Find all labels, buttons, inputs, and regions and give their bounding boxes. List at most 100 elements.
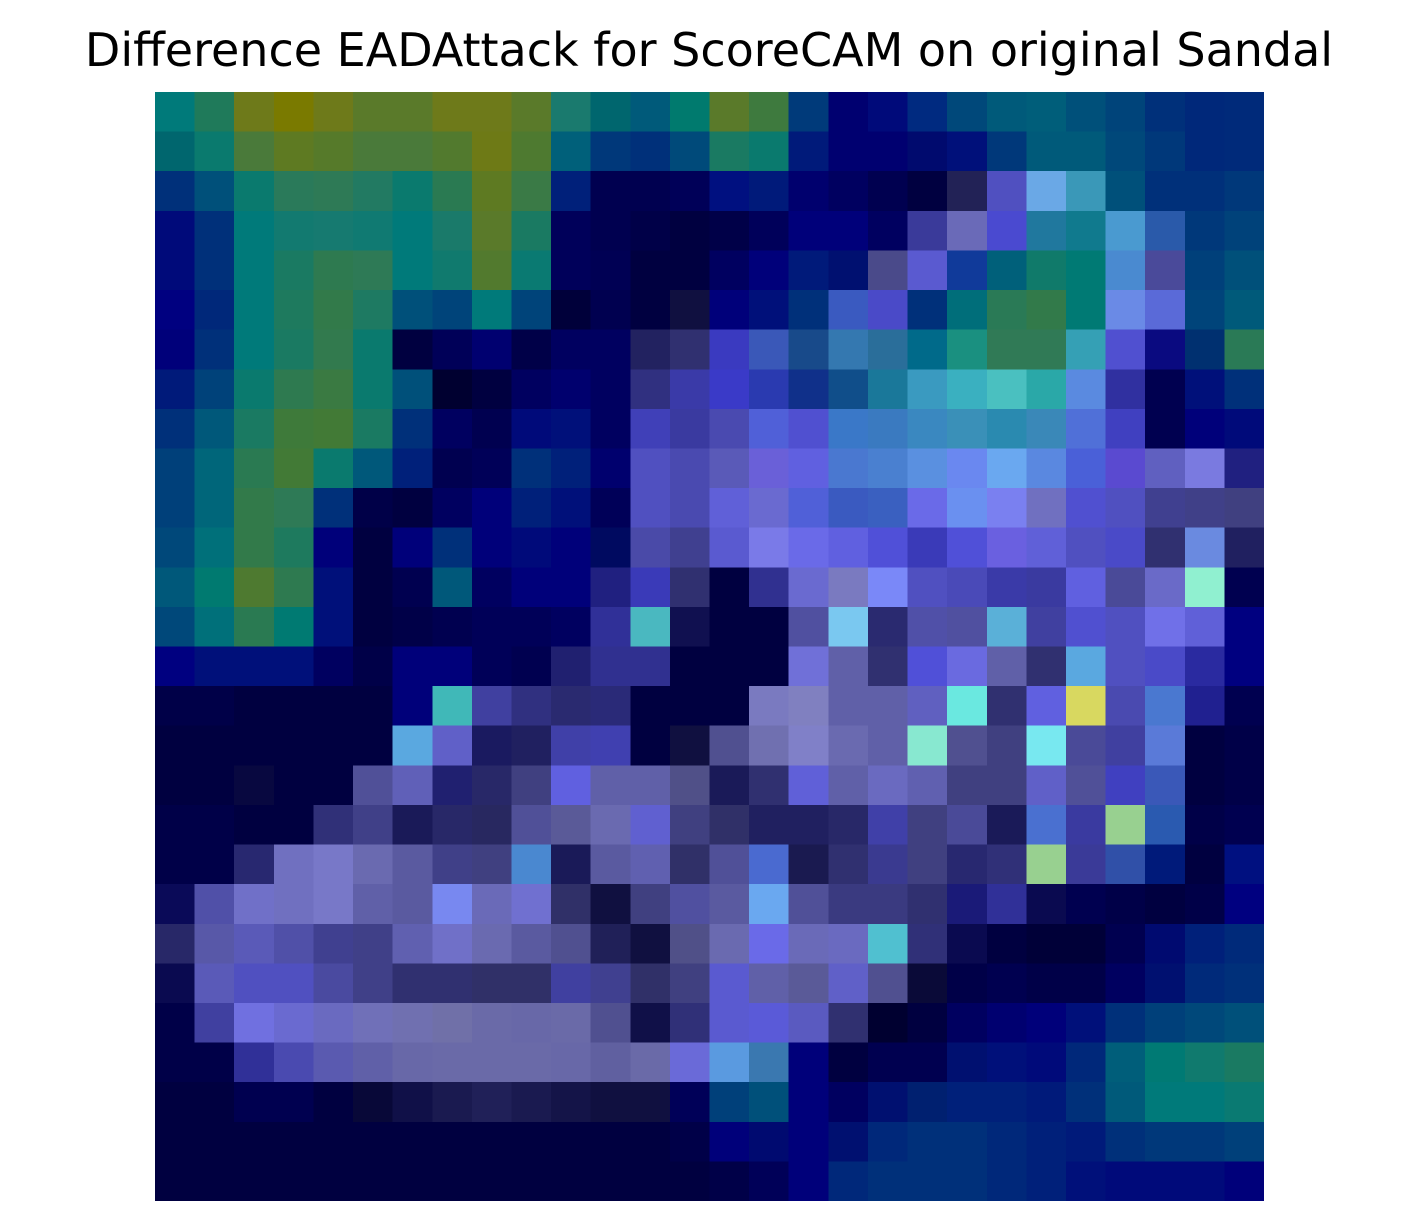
heatmap-cell	[749, 408, 790, 450]
heatmap-cell	[590, 1121, 632, 1163]
heatmap-cell	[749, 606, 790, 648]
heatmap-cell	[867, 567, 909, 608]
heatmap-cell	[947, 329, 988, 371]
heatmap-cell	[590, 92, 632, 133]
heatmap-cell	[590, 408, 632, 450]
heatmap-cell	[273, 210, 315, 252]
heatmap-cell	[630, 210, 671, 252]
heatmap-cell	[1105, 844, 1146, 885]
heatmap-cell	[669, 923, 711, 965]
heatmap-cell	[828, 1161, 869, 1201]
heatmap-cell	[947, 290, 988, 331]
heatmap-cell	[907, 567, 948, 608]
heatmap-cell	[511, 369, 552, 410]
heatmap-cell	[1026, 1161, 1067, 1201]
heatmap-cell	[1224, 290, 1264, 331]
heatmap-cell	[392, 686, 434, 727]
heatmap-cell	[630, 923, 671, 965]
heatmap-cell	[471, 844, 513, 885]
heatmap-cell	[709, 923, 750, 965]
heatmap-cell	[392, 606, 434, 648]
heatmap-cell	[749, 1042, 790, 1083]
heatmap-cell	[867, 250, 909, 291]
heatmap-cell	[709, 369, 750, 410]
heatmap-cell	[828, 210, 869, 252]
heatmap-cell	[1105, 646, 1146, 687]
heatmap-cell	[155, 765, 196, 806]
heatmap-cell	[313, 131, 354, 173]
heatmap-cell	[155, 1002, 196, 1044]
heatmap-cell	[828, 171, 869, 212]
heatmap-cell	[1065, 884, 1107, 925]
heatmap-cell	[709, 963, 750, 1004]
heatmap-cell	[907, 1002, 948, 1044]
heatmap-cell	[353, 804, 394, 846]
heatmap-cell	[392, 527, 434, 569]
heatmap-cell	[1105, 250, 1146, 291]
heatmap-cell	[1145, 210, 1186, 252]
heatmap-cell	[551, 686, 592, 727]
heatmap-cell	[155, 884, 196, 925]
heatmap-cell	[511, 725, 552, 767]
heatmap-cell	[1026, 131, 1067, 173]
heatmap-cell	[947, 369, 988, 410]
heatmap-cell	[907, 804, 948, 846]
heatmap-cell	[1145, 92, 1186, 133]
heatmap-cell	[234, 884, 275, 925]
heatmap-cell	[1026, 171, 1067, 212]
heatmap-cell	[471, 963, 513, 1004]
heatmap-cell	[630, 329, 671, 371]
heatmap-cell	[551, 290, 592, 331]
heatmap-cell	[273, 606, 315, 648]
heatmap-cell	[630, 1121, 671, 1163]
heatmap-cell	[669, 1042, 711, 1083]
heatmap-cell	[947, 1161, 988, 1201]
heatmap-cell	[986, 1121, 1028, 1163]
heatmap-cell	[947, 488, 988, 529]
heatmap-cell	[432, 804, 473, 846]
heatmap-cell	[947, 963, 988, 1004]
heatmap-cell	[313, 1002, 354, 1044]
heatmap-cell	[947, 844, 988, 885]
heatmap-cell	[1145, 1121, 1186, 1163]
heatmap-cell	[155, 1082, 196, 1123]
heatmap-cell	[1145, 369, 1186, 410]
heatmap-cell	[1026, 290, 1067, 331]
heatmap-cell	[788, 131, 830, 173]
heatmap-cell	[194, 131, 236, 173]
heatmap-cell	[947, 884, 988, 925]
heatmap-cell	[392, 725, 434, 767]
heatmap-cell	[392, 804, 434, 846]
heatmap-cell	[273, 92, 315, 133]
heatmap-cell	[1105, 488, 1146, 529]
heatmap-cell	[1224, 963, 1264, 1004]
heatmap-cell	[1184, 1082, 1226, 1123]
heatmap-cell	[1184, 250, 1226, 291]
heatmap-cell	[1026, 963, 1067, 1004]
heatmap-cell	[511, 329, 552, 371]
heatmap-cell	[907, 923, 948, 965]
heatmap-cell	[1184, 646, 1226, 687]
heatmap-cell	[669, 686, 711, 727]
heatmap-cell	[234, 250, 275, 291]
heatmap-cell	[907, 884, 948, 925]
heatmap-cell	[511, 448, 552, 489]
heatmap-cell	[471, 567, 513, 608]
heatmap-cell	[155, 92, 196, 133]
heatmap-cell	[1065, 1002, 1107, 1044]
heatmap-cell	[194, 1082, 236, 1123]
heatmap-cell	[1224, 923, 1264, 965]
heatmap-cell	[511, 488, 552, 529]
heatmap-cell	[947, 765, 988, 806]
heatmap-cell	[669, 567, 711, 608]
heatmap-cell	[947, 448, 988, 489]
heatmap-cell	[947, 171, 988, 212]
heatmap-cell	[749, 884, 790, 925]
heatmap-cell	[551, 1121, 592, 1163]
heatmap-cell	[471, 250, 513, 291]
heatmap-cell	[1026, 527, 1067, 569]
heatmap-cell	[551, 131, 592, 173]
heatmap-cell	[828, 527, 869, 569]
heatmap-cell	[669, 92, 711, 133]
